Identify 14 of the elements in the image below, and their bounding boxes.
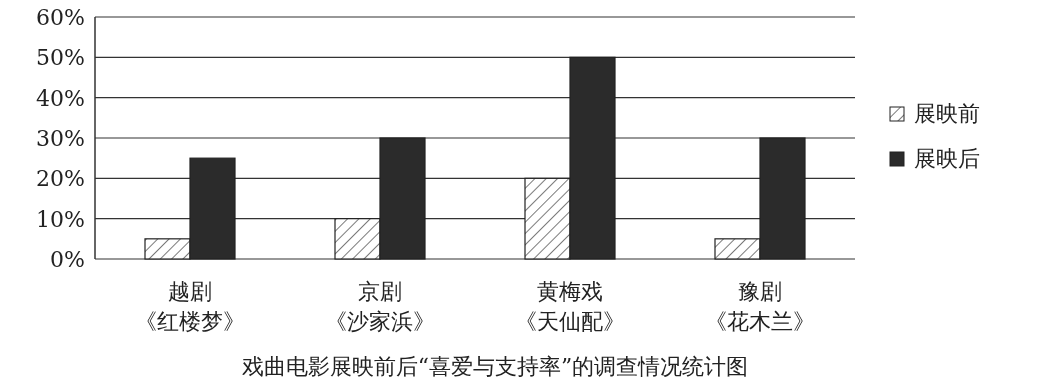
y-tick-label: 60% (36, 5, 85, 30)
y-tick-label: 50% (36, 45, 85, 71)
y-tick-label: 0% (50, 247, 85, 272)
legend-label: 展映后 (914, 146, 980, 171)
x-tick-label: 京剧《沙家浜》 (325, 279, 435, 334)
legend-label: 展映前 (914, 101, 980, 126)
x-tick-label: 越剧《红楼梦》 (135, 279, 245, 334)
y-tick-label: 10% (36, 206, 85, 232)
x-tick-label: 黄梅戏《天仙配》 (515, 279, 625, 334)
y-tick-label: 30% (36, 126, 85, 151)
y-tick-label: 20% (36, 166, 85, 192)
y-tick-label: 40% (36, 85, 85, 111)
x-tick-label: 豫剧《花木兰》 (705, 279, 815, 334)
text: 戏曲电影展映前后“喜爱与支持率”的调查情况统计图 (241, 354, 749, 379)
